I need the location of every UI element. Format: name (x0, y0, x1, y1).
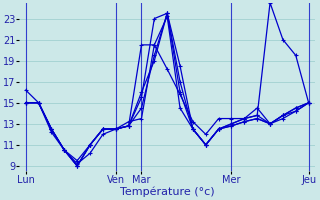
X-axis label: Température (°c): Température (°c) (120, 187, 214, 197)
